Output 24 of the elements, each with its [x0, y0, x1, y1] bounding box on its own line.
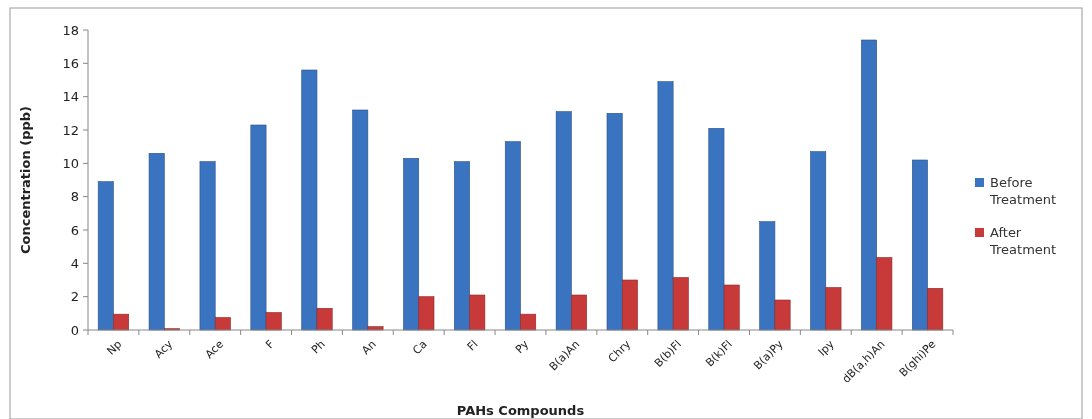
x-axis-title: PAHs Compounds	[456, 403, 585, 418]
y-tick-label: 0	[70, 322, 79, 338]
legend-label: After Treatment	[989, 224, 1057, 257]
x-tick-label: Ca	[410, 337, 430, 358]
y-tick-label: 4	[70, 255, 79, 271]
x-tick-label: Fl	[464, 337, 481, 354]
y-tick-label: 14	[62, 89, 79, 105]
y-tick-label: 18	[62, 22, 79, 38]
x-tick-label: F	[263, 337, 277, 352]
y-tick-label: 12	[62, 122, 79, 138]
x-tick-label: An	[359, 337, 379, 358]
x-tick-label: Py	[512, 337, 532, 357]
x-tick-label: Ipy	[815, 337, 837, 359]
x-tick-label: Acy	[151, 337, 176, 361]
y-axis-title: Concentration (ppb)	[18, 105, 33, 255]
x-tick-label: Ace	[202, 337, 227, 362]
x-tick-label: Np	[104, 337, 125, 358]
y-tick-label: 8	[70, 189, 79, 205]
y-tick-label: 10	[62, 155, 79, 171]
legend-label: Before Treatment	[989, 174, 1057, 207]
x-tick-label: Ph	[309, 337, 328, 357]
y-tick-label: 6	[70, 222, 79, 238]
y-tick-label: 2	[70, 289, 79, 305]
y-tick-label: 16	[62, 55, 79, 71]
